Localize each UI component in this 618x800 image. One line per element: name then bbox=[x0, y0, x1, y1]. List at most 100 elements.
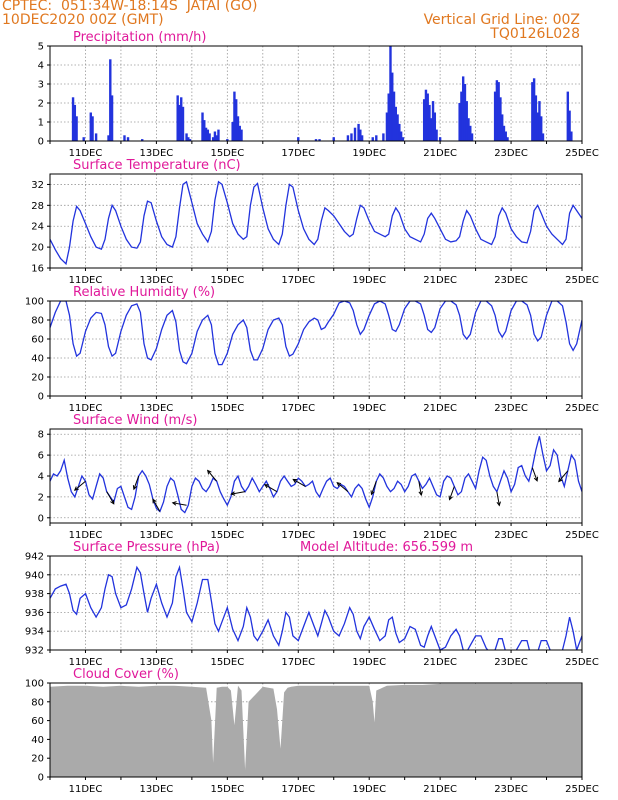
wind-arrowhead bbox=[132, 485, 138, 491]
precip-xtick-label: 17DEC bbox=[281, 148, 315, 159]
precip-bar bbox=[360, 135, 364, 141]
precip-xtick-label: 19DEC bbox=[352, 148, 386, 159]
precip-bar bbox=[350, 133, 353, 141]
rh-xtick-label: 13DEC bbox=[140, 403, 174, 414]
rh-panel: 0 20 40 60 80 100 11DEC 13DEC 15DEC 17DEC 19DEC 21D… bbox=[25, 285, 599, 414]
wind-arrow bbox=[371, 481, 377, 495]
precip-bar bbox=[73, 104, 77, 141]
precip-bar bbox=[75, 116, 78, 141]
wind-arrowhead bbox=[206, 469, 212, 475]
precip-bar bbox=[568, 110, 571, 141]
cloud-ytick-label: 0 bbox=[38, 773, 44, 784]
precip-bar bbox=[391, 72, 394, 141]
precip-xtick-label: 21DEC bbox=[423, 148, 457, 159]
precip-bar bbox=[426, 93, 429, 141]
wind-xtick-label: 23DEC bbox=[494, 530, 528, 541]
precip-bar bbox=[461, 76, 465, 141]
wind-xtick-label: 13DEC bbox=[140, 530, 174, 541]
header-run-time: 10DEC2020 00Z (GMT) bbox=[2, 12, 164, 28]
wind-arrow bbox=[531, 467, 538, 481]
precip-bar bbox=[332, 137, 335, 141]
wind-arrowhead bbox=[110, 499, 115, 505]
wind-xtick-label: 17DEC bbox=[281, 530, 315, 541]
precip-bar bbox=[469, 125, 472, 141]
precip-bar bbox=[541, 133, 545, 141]
precip-bar bbox=[433, 112, 437, 141]
temp-line bbox=[50, 180, 582, 266]
precip-bar bbox=[203, 120, 206, 141]
rh-xtick-label: 21DEC bbox=[423, 403, 457, 414]
header-grid-info: Vertical Grid Line: 00Z bbox=[423, 12, 580, 28]
pressure-ytick-label: 932 bbox=[25, 646, 44, 657]
wind-xtick-label: 25DEC bbox=[565, 530, 599, 541]
precip-bar bbox=[431, 101, 435, 141]
precip-bar bbox=[531, 82, 534, 141]
cloud-area bbox=[50, 683, 582, 777]
precip-bar bbox=[401, 137, 405, 141]
wind-ytick-label: 2 bbox=[38, 492, 44, 503]
rh-xtick-label: 15DEC bbox=[210, 403, 244, 414]
precip-bar bbox=[422, 99, 426, 141]
precip-bar bbox=[428, 104, 431, 141]
precip-bar bbox=[238, 125, 241, 141]
precip-bar bbox=[178, 104, 181, 141]
precip-bar bbox=[538, 101, 541, 141]
precip-bar bbox=[389, 46, 392, 141]
rh-ytick-label: 60 bbox=[31, 335, 44, 346]
pressure-xtick-label: 11DEC bbox=[69, 657, 103, 668]
cloud-panel: 0 20 40 60 80 100 11DEC 13DEC 15DEC 17DEC 19DEC 21D… bbox=[25, 667, 599, 795]
precip-bar bbox=[188, 139, 192, 141]
wind-arrow bbox=[264, 484, 278, 493]
wind-arrow bbox=[292, 479, 306, 487]
cloud-xtick-label: 21DEC bbox=[423, 784, 457, 795]
rh-line bbox=[50, 301, 582, 366]
precip-ytick-label: 4 bbox=[38, 61, 44, 72]
precip-bar bbox=[504, 131, 507, 141]
wind-arrow bbox=[231, 491, 246, 495]
precip-panel: 0 1 2 3 4 5 11DEC 13DEC 15DEC 17DEC 19DEC 21DEC 23DE… bbox=[38, 30, 599, 159]
precip-xtick-label: 11DEC bbox=[69, 148, 103, 159]
pressure-xtick-label: 25DEC bbox=[565, 657, 599, 668]
pressure-xtick-label: 23DEC bbox=[494, 657, 528, 668]
cloud-xtick-label: 11DEC bbox=[69, 784, 103, 795]
wind-arrowhead bbox=[533, 476, 539, 482]
precip-bar bbox=[460, 91, 463, 141]
temp-xtick-label: 13DEC bbox=[140, 275, 174, 286]
pressure-ytick-label: 940 bbox=[25, 570, 44, 581]
precip-bar bbox=[71, 97, 75, 141]
wind-xtick-label: 19DEC bbox=[352, 530, 386, 541]
rh-xtick-label: 25DEC bbox=[565, 403, 599, 414]
precip-bar bbox=[206, 129, 210, 141]
wind-ytick-label: 0 bbox=[38, 513, 44, 524]
precip-bar bbox=[217, 129, 220, 141]
wind-arrow bbox=[106, 491, 115, 505]
temp-ytick-label: 16 bbox=[31, 264, 44, 275]
precip-ytick-label: 0 bbox=[38, 137, 44, 148]
precip-bar bbox=[495, 80, 499, 141]
wind-arrowhead bbox=[336, 481, 342, 487]
pressure-ytick-label: 934 bbox=[25, 627, 44, 638]
cloud-xtick-label: 15DEC bbox=[210, 784, 244, 795]
precip-bar bbox=[318, 139, 321, 141]
precip-xtick-label: 13DEC bbox=[140, 148, 174, 159]
precip-bar bbox=[424, 89, 428, 141]
precip-bar bbox=[534, 95, 538, 141]
precip-bar bbox=[458, 103, 461, 141]
precip-bar bbox=[532, 78, 536, 141]
precip-bar bbox=[91, 116, 94, 141]
wind-arrow bbox=[336, 482, 349, 493]
precip-title: Precipitation (mm/h) bbox=[73, 30, 206, 45]
pressure-xtick-label: 21DEC bbox=[423, 657, 457, 668]
temp-ytick-label: 32 bbox=[31, 180, 44, 191]
precip-bar bbox=[231, 122, 234, 141]
precip-bar bbox=[382, 133, 385, 141]
precip-bar bbox=[82, 137, 85, 141]
precip-bar bbox=[236, 116, 240, 141]
wind-xtick-label: 11DEC bbox=[69, 530, 103, 541]
precip-bar bbox=[470, 133, 474, 141]
precip-bar bbox=[187, 137, 190, 141]
cloud-ytick-label: 100 bbox=[25, 679, 44, 690]
precip-bar bbox=[297, 137, 300, 141]
wind-xtick-label: 15DEC bbox=[210, 530, 244, 541]
